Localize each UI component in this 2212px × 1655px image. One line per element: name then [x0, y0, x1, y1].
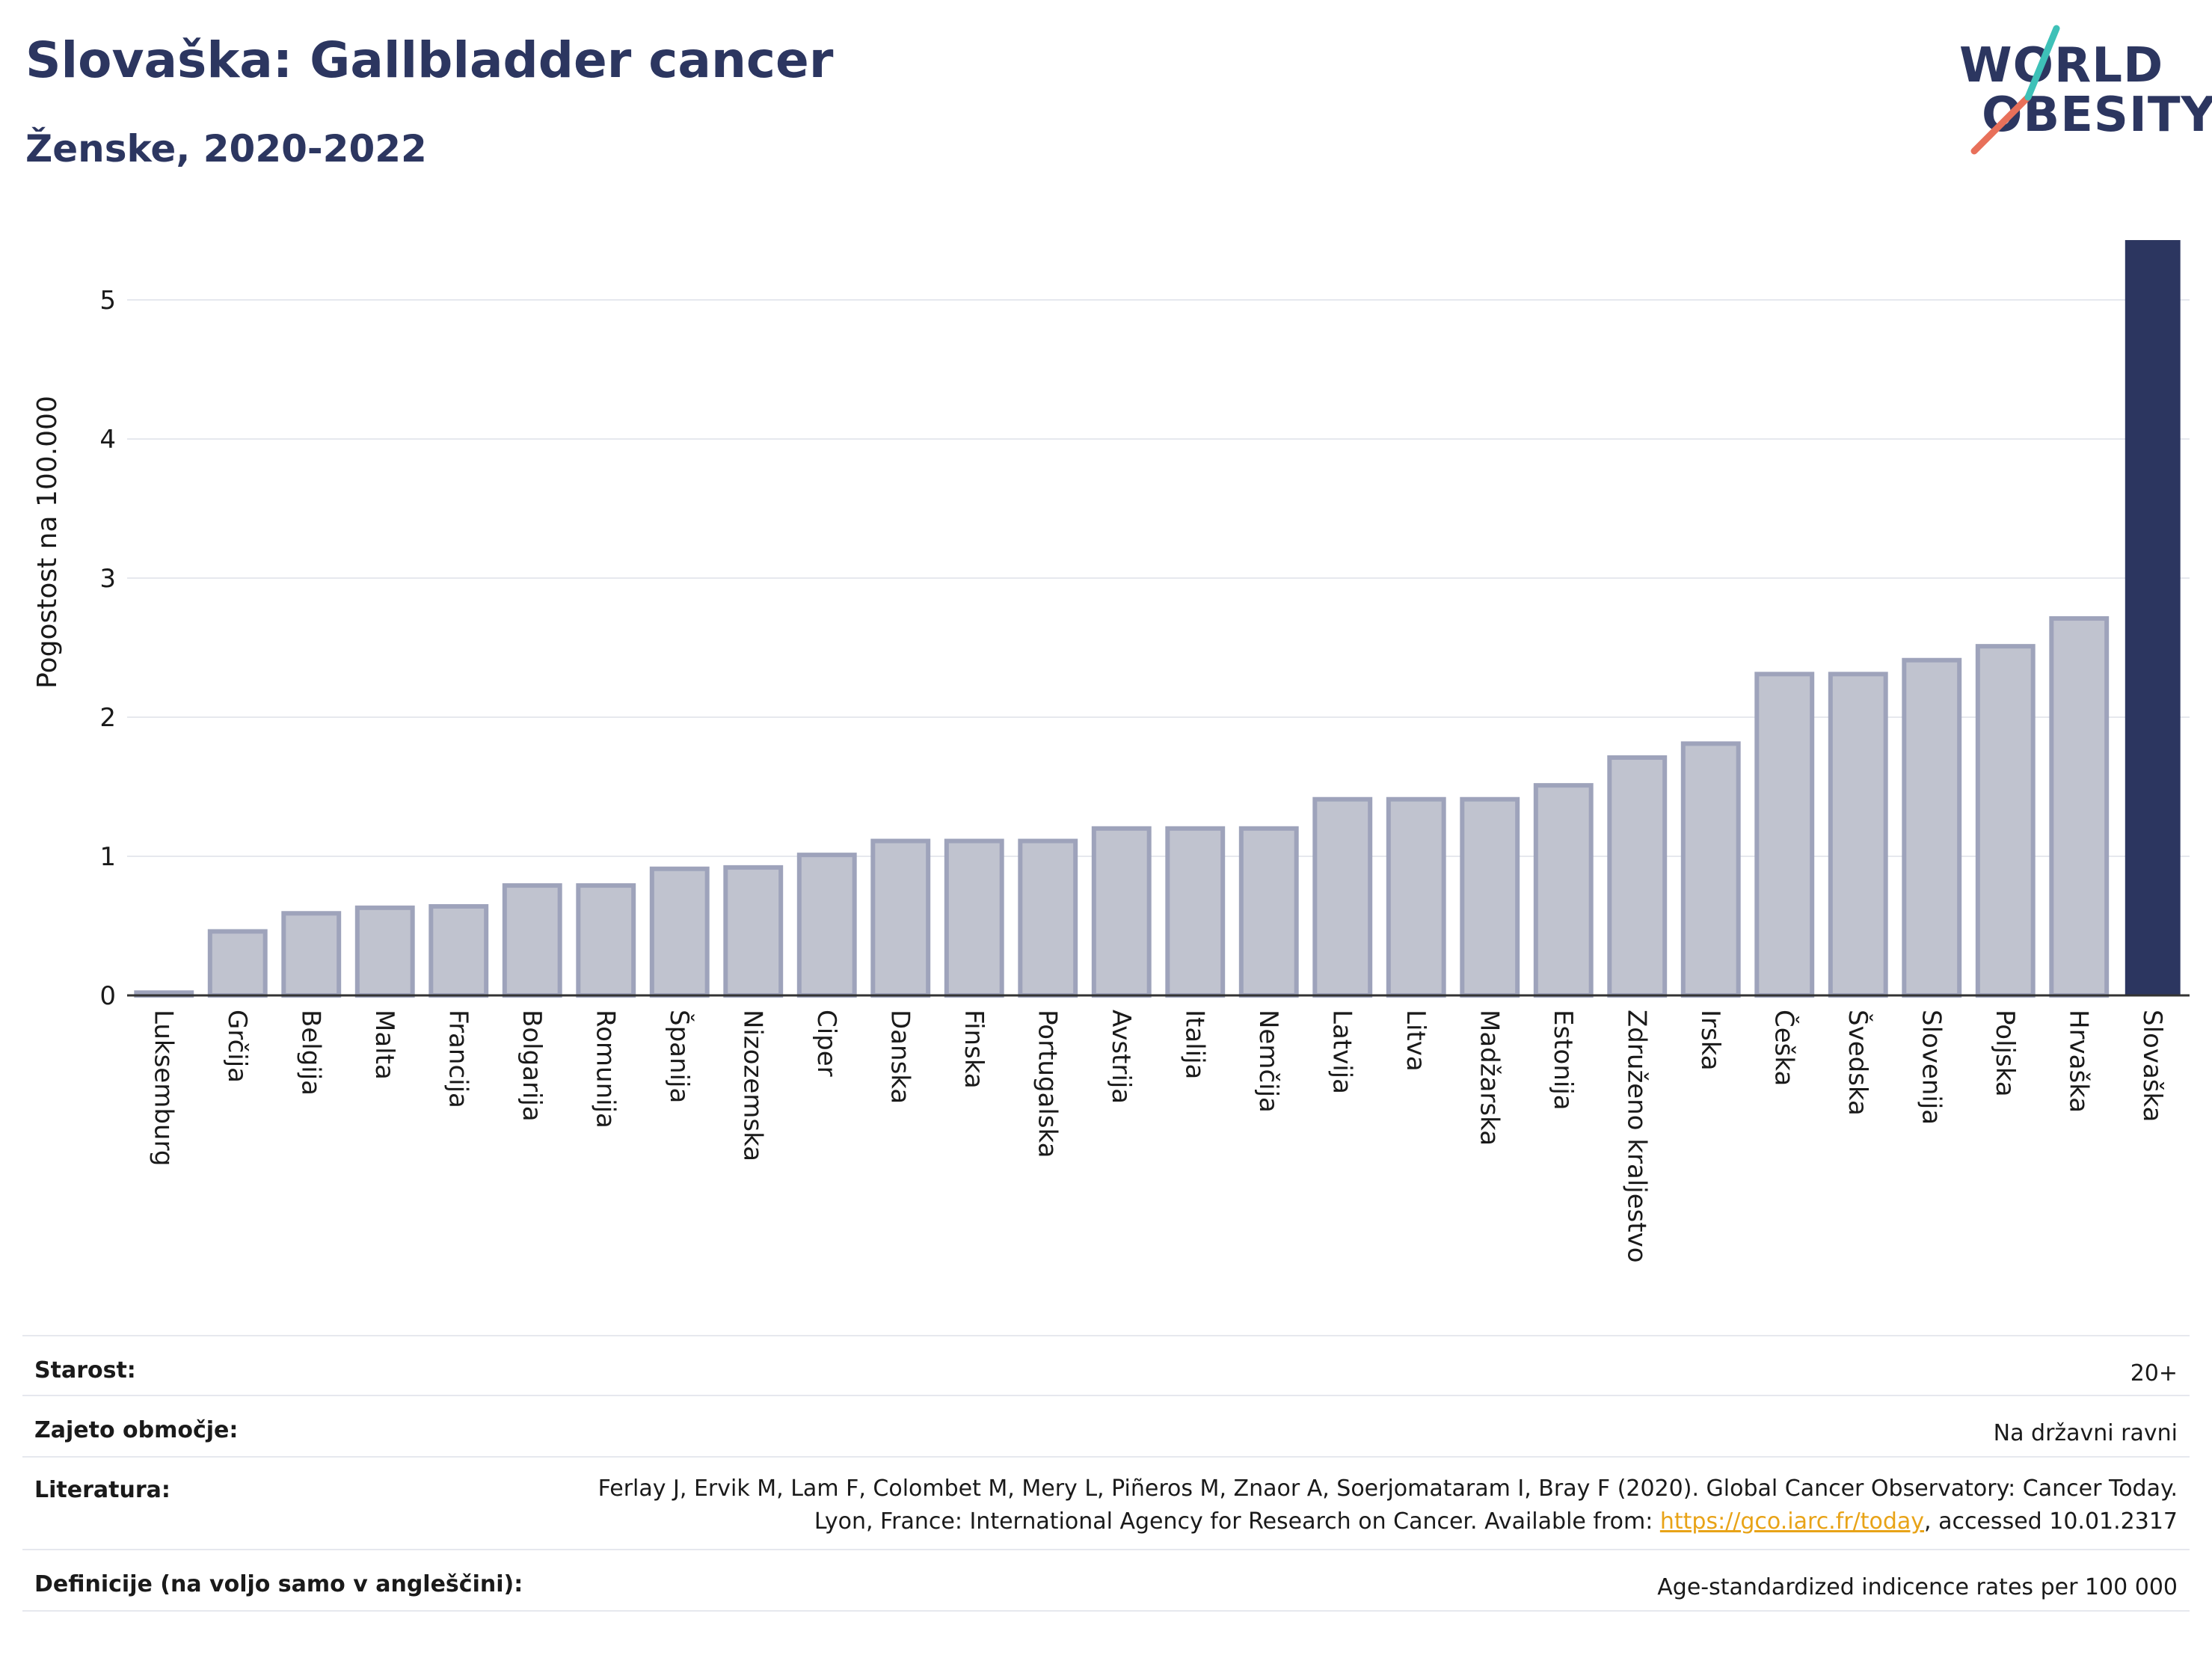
x-tick-label: Združeno kraljestvo — [1621, 1010, 1651, 1263]
reference-text: Ferlay J, Ervik M, Lam F, Colombet M, Me… — [597, 1476, 2178, 1535]
bar-Slovaška — [2125, 240, 2181, 995]
bars — [134, 240, 2181, 998]
y-axis-label: Pogostost na 100.000 — [32, 396, 63, 689]
reference-suffix: , accessed 10.01.2317 — [1924, 1508, 2178, 1535]
x-tick-label: Slovenija — [1916, 1010, 1946, 1125]
meta-row-age: Starost: 20+ — [22, 1335, 2190, 1395]
y-tick-label: 3 — [99, 564, 116, 594]
x-tick-label: Švedska — [1843, 1010, 1873, 1116]
x-tick-label: Luksemburg — [148, 1010, 178, 1166]
x-tick-label: Slovaška — [2137, 1010, 2167, 1122]
bar-Danska — [870, 838, 931, 998]
bar-Slovenija — [1902, 657, 1962, 998]
x-tick-label: Španija — [664, 1010, 695, 1103]
bar-Češka — [1754, 672, 1815, 998]
meta-row-definitions: Definicije (na voljo samo v angleščini):… — [22, 1549, 2190, 1612]
definitions-value: Age-standardized indicence rates per 100… — [1657, 1574, 2178, 1600]
bar-Bolgarija — [502, 883, 562, 998]
bar-Nemčija — [1238, 826, 1299, 998]
area-value: Na državni ravni — [1993, 1420, 2178, 1446]
x-tick-label: Irska — [1695, 1010, 1725, 1071]
chart-subtitle: Ženske, 2020-2022 — [25, 127, 427, 171]
x-tick-label: Madžarska — [1474, 1010, 1504, 1146]
bar-Irska — [1680, 741, 1741, 998]
bar-Nizozemska — [723, 865, 784, 998]
bar-Avstrija — [1091, 826, 1152, 998]
meta-row-area: Zajeto območje: Na državni ravni — [22, 1395, 2190, 1456]
age-label: Starost: — [34, 1357, 136, 1384]
reference-link[interactable]: https://gco.iarc.fr/today — [1659, 1508, 1925, 1535]
x-tick-label: Danska — [885, 1010, 915, 1104]
bar-Španija — [649, 866, 710, 998]
x-tick-label: Portugalska — [1032, 1010, 1062, 1158]
x-tick-label: Bolgarija — [517, 1010, 547, 1122]
bar-Švedska — [1828, 672, 1888, 998]
reference-label: Literatura: — [34, 1477, 170, 1503]
bar-Litva — [1386, 796, 1446, 998]
x-tick-label: Poljska — [1990, 1010, 2020, 1097]
metadata-table: Starost: 20+ Zajeto območje: Na državni … — [22, 1335, 2190, 1612]
bar-Madžarska — [1460, 796, 1520, 998]
reference-value: Ferlay J, Ervik M, Lam F, Colombet M, Me… — [532, 1473, 2190, 1538]
x-tick-label: Nizozemska — [737, 1010, 767, 1161]
y-tick-label: 1 — [99, 842, 116, 872]
y-tick-label: 2 — [99, 703, 116, 733]
meta-row-reference: Literatura: Ferlay J, Ervik M, Lam F, Co… — [22, 1456, 2190, 1549]
definitions-label: Definicije (na voljo samo v angleščini): — [34, 1571, 523, 1597]
x-tick-label: Litva — [1401, 1010, 1431, 1072]
x-tick-label: Češka — [1769, 1010, 1799, 1086]
chart-title: Slovaška: Gallbladder cancer — [25, 31, 834, 89]
x-tick-label: Ciper — [811, 1010, 841, 1077]
x-tick-label: Latvija — [1327, 1010, 1357, 1094]
bar-Latvija — [1312, 796, 1373, 998]
logo-text-obesity: OBESITY — [1982, 87, 2212, 143]
y-tick-label: 4 — [99, 425, 116, 455]
x-tick-label: Finska — [959, 1010, 989, 1089]
bar-Finska — [944, 838, 1004, 998]
logo-text-world: WORLD — [1959, 38, 2164, 93]
bar-Belgija — [281, 911, 342, 998]
x-tick-label: Belgija — [295, 1010, 325, 1096]
x-tick-label: Francija — [443, 1010, 473, 1108]
bar-Hrvaška — [2049, 615, 2110, 998]
bar-Portugalska — [1018, 838, 1078, 998]
bar-Ciper — [796, 853, 857, 998]
bar-Italija — [1165, 826, 1226, 998]
x-axis-tick-labels: Luksemburg Grčija Belgija Malta Francija Bolg… — [148, 1010, 2167, 1263]
bar-Grčija — [207, 929, 268, 998]
x-tick-label: Avstrija — [1106, 1010, 1136, 1104]
y-tick-label: 0 — [99, 981, 116, 1011]
bar-chart: 0 1 2 3 4 5 Pogostost na 100.000 Luksemburg Gr… — [32, 240, 2190, 1263]
bar-Estonija — [1533, 783, 1594, 998]
y-tick-label: 5 — [99, 286, 116, 316]
x-tick-label: Romunija — [590, 1010, 620, 1129]
x-tick-label: Grčija — [222, 1010, 252, 1083]
x-tick-label: Nemčija — [1253, 1010, 1283, 1113]
bar-Združeno kraljestvo — [1607, 755, 1668, 998]
x-tick-label: Malta — [369, 1010, 399, 1080]
bar-Francija — [428, 903, 489, 998]
y-axis-ticks: 0 1 2 3 4 5 — [99, 286, 116, 1011]
logo-slash-icon — [1970, 25, 2060, 155]
bar-Poljska — [1975, 644, 2036, 998]
age-value: 20+ — [2130, 1360, 2178, 1387]
x-tick-label: Hrvaška — [2063, 1010, 2093, 1113]
bar-Romunija — [576, 883, 636, 998]
x-tick-label: Italija — [1179, 1010, 1209, 1079]
bar-Malta — [354, 905, 415, 998]
x-tick-label: Estonija — [1548, 1010, 1578, 1111]
world-obesity-logo: WORLD OBESITY — [1944, 22, 2212, 157]
area-label: Zajeto območje: — [34, 1417, 239, 1443]
